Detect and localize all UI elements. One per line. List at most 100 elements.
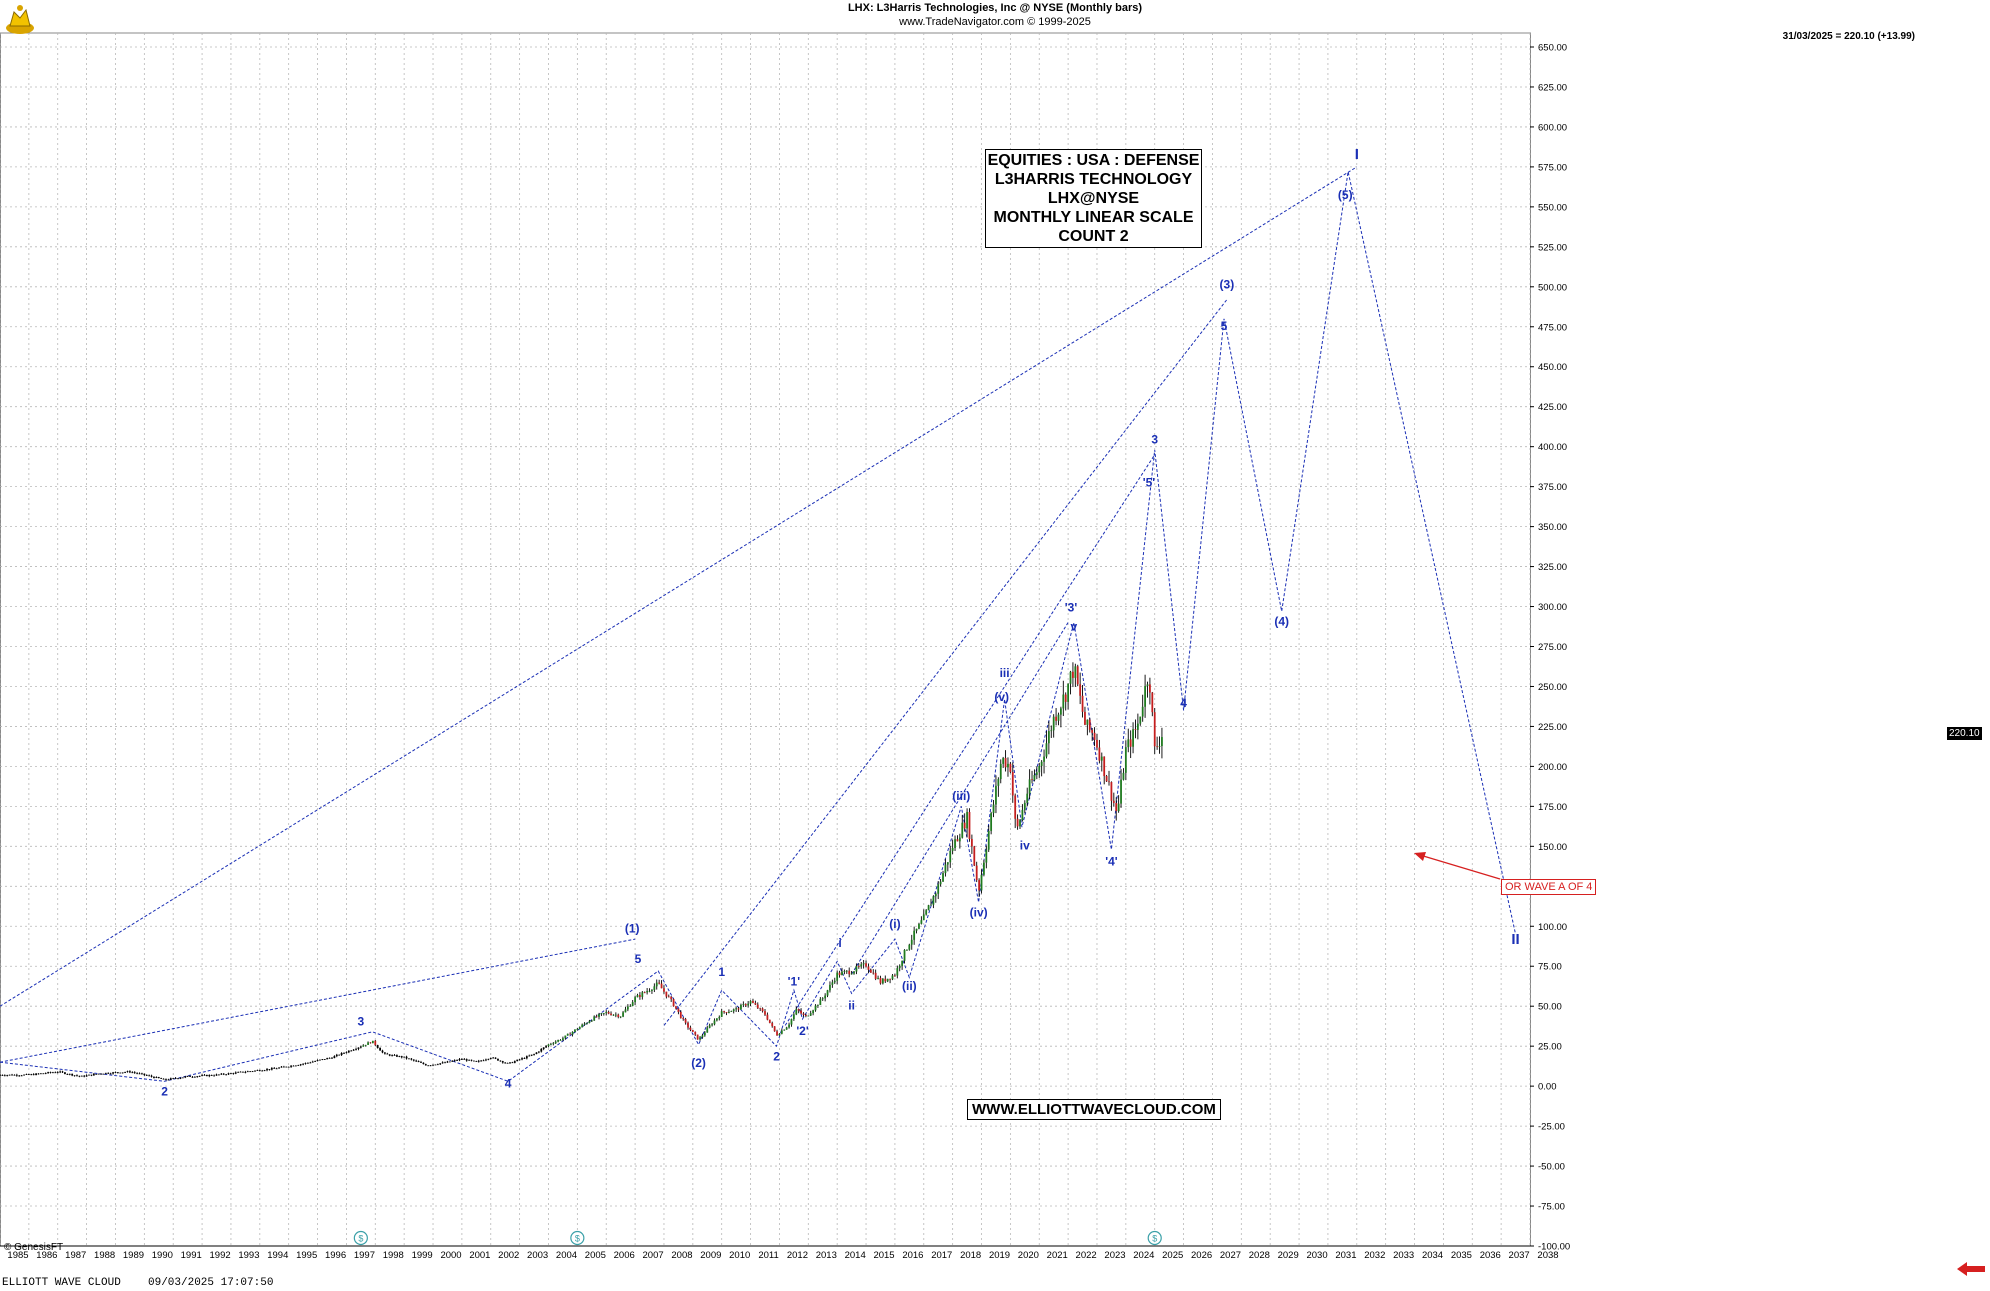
price-bar-body [691, 1030, 694, 1032]
price-bar-body [328, 1057, 331, 1059]
price-bar-body [667, 996, 670, 998]
y-tick-label: 275.00 [1538, 642, 1567, 653]
price-bar-body [920, 920, 923, 924]
price-bar-body [119, 1072, 122, 1074]
price-bar-body [838, 972, 841, 976]
price-bar-body [485, 1059, 487, 1061]
price-bar-body [908, 944, 911, 950]
price-bar-body [273, 1068, 276, 1069]
price-bar-body [521, 1058, 523, 1060]
price-bar-body [533, 1054, 535, 1055]
price-bar-body [338, 1054, 341, 1056]
price-bar-body [359, 1046, 362, 1048]
price-bar-body [966, 812, 968, 829]
wave-label: II [1511, 931, 1519, 948]
x-tick-label: 2025 [1162, 1250, 1183, 1261]
wave-label: (i) [889, 917, 900, 931]
price-bar-body [35, 1073, 37, 1076]
price-bar-body [169, 1078, 172, 1080]
y-tick-label: 100.00 [1538, 922, 1567, 933]
price-bar-body [665, 991, 668, 997]
price-bar-body [256, 1070, 259, 1071]
x-tick-label: 2036 [1480, 1250, 1501, 1261]
price-bar-body [143, 1073, 146, 1076]
price-bar-body [569, 1033, 572, 1035]
price-bar-body [424, 1064, 427, 1066]
price-bar-body [530, 1054, 533, 1056]
price-bar-body [651, 989, 653, 991]
price-bar-body [196, 1076, 199, 1078]
price-bar-body [1124, 747, 1127, 773]
price-bar-body [181, 1077, 184, 1079]
price-bar-body [97, 1073, 100, 1075]
price-bar-body [1103, 756, 1106, 777]
price-bar-body [780, 1030, 783, 1034]
price-bar-body [1096, 739, 1098, 748]
price-bar-body [629, 1005, 632, 1007]
price-bar-body [915, 928, 918, 931]
price-bar-body [634, 997, 636, 1003]
y-tick-label: 200.00 [1538, 762, 1567, 773]
price-bar-body [833, 980, 836, 983]
wave-labels: (1)5324(2)12'1''2'iii(i)(ii)(iii)(iv)iii… [161, 146, 1520, 1099]
price-bar-body [663, 988, 665, 992]
wave-label: v [1071, 620, 1078, 634]
split-marker-icon [353, 1230, 368, 1246]
wave-path-minor-channel [851, 622, 1069, 975]
price-bar-body [489, 1057, 492, 1059]
price-bar-body [595, 1016, 598, 1018]
price-bar-body [778, 1033, 781, 1036]
price-bar-body [1151, 692, 1154, 713]
x-tick-label: 2027 [1220, 1250, 1241, 1261]
price-bar-body [1026, 793, 1029, 803]
price-bar-body [280, 1066, 283, 1068]
price-bar-body [679, 1011, 682, 1019]
price-bar-body [107, 1072, 110, 1074]
x-tick-label: 1986 [36, 1250, 57, 1261]
price-bar-body [1136, 723, 1139, 730]
price-bar-body [817, 1004, 819, 1006]
price-bar-body [15, 1074, 18, 1076]
price-bar-body [494, 1057, 497, 1059]
price-bar-body [203, 1074, 206, 1076]
price-bar-body [254, 1070, 256, 1072]
price-bar-body [809, 1013, 812, 1016]
price-bar-body [1007, 763, 1009, 768]
price-bar-body [1076, 666, 1079, 685]
x-tick-label: 2011 [758, 1250, 778, 1261]
price-bar-body [571, 1031, 574, 1035]
wave-label: 5 [1221, 319, 1228, 333]
price-bar-body [1064, 694, 1067, 702]
price-bar-body [1062, 694, 1065, 709]
price-bar-body [174, 1078, 177, 1079]
price-bar-body [18, 1075, 21, 1077]
price-bar-body [807, 1015, 810, 1017]
y-tick-label: 175.00 [1538, 802, 1567, 813]
price-bar-body [400, 1056, 403, 1058]
price-bar-body [412, 1059, 415, 1061]
price-bar-body [1084, 711, 1086, 725]
price-bar-body [480, 1060, 483, 1062]
price-bar-body [220, 1073, 223, 1075]
price-bar-body [102, 1073, 105, 1075]
price-bar-body [369, 1042, 372, 1044]
price-bar-body [104, 1072, 107, 1074]
price-bar-body [420, 1062, 422, 1063]
price-bar-body [689, 1027, 692, 1031]
info-line-ticker: LHX@NYSE [1047, 190, 1140, 207]
price-bar-body [747, 1003, 750, 1006]
scroll-right-arrow-icon[interactable] [1955, 1260, 1987, 1278]
price-bar-body [487, 1058, 490, 1060]
price-bar-body [49, 1072, 52, 1073]
price-bar-body [1098, 747, 1101, 761]
price-bar-body [605, 1011, 608, 1014]
wave-label: i [838, 936, 841, 950]
price-bar-body [391, 1055, 394, 1056]
price-bar-body [314, 1061, 317, 1062]
price-bar-body [622, 1012, 624, 1017]
price-bar-body [768, 1019, 771, 1023]
price-bar-body [773, 1026, 776, 1032]
wave-label: (3) [1220, 277, 1235, 291]
price-bar-body [294, 1065, 297, 1067]
x-tick-label: 1988 [94, 1250, 115, 1261]
